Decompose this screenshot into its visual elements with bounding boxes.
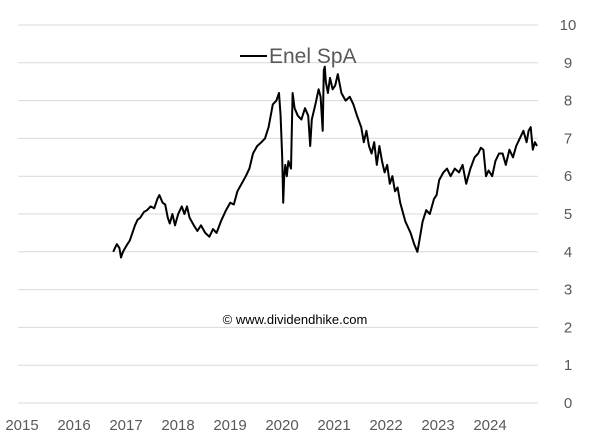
y-tick-label: 3 xyxy=(564,282,572,299)
y-tick-label: 0 xyxy=(564,395,572,412)
x-tick-label: 2016 xyxy=(57,417,90,434)
watermark-text: © www.dividendhike.com xyxy=(223,312,368,327)
y-tick-label: 7 xyxy=(564,130,572,147)
x-tick-label: 2024 xyxy=(473,417,506,434)
x-tick-label: 2023 xyxy=(421,417,454,434)
y-tick-label: 6 xyxy=(564,168,572,185)
x-tick-label: 2015 xyxy=(5,417,38,434)
legend: Enel SpA xyxy=(240,45,357,68)
y-tick-label: 4 xyxy=(564,244,572,261)
x-tick-label: 2017 xyxy=(109,417,142,434)
gridlines xyxy=(18,24,538,404)
y-tick-label: 1 xyxy=(564,357,572,374)
y-tick-label: 2 xyxy=(564,319,572,336)
x-tick-label: 2021 xyxy=(317,417,350,434)
y-tick-label: 10 xyxy=(560,17,577,34)
y-axis-tick-labels: 0 1 2 3 4 5 6 7 8 9 10 xyxy=(560,17,577,412)
series-line-enel-spa xyxy=(112,65,538,259)
x-axis-tick-labels: 2015 2016 2017 2018 2019 2020 2021 2022 2023 2024 xyxy=(5,417,506,434)
y-tick-label: 9 xyxy=(564,55,572,72)
y-tick-label: 5 xyxy=(564,206,572,223)
x-tick-label: 2020 xyxy=(265,417,298,434)
legend-label: Enel SpA xyxy=(269,45,357,68)
x-tick-label: 2022 xyxy=(369,417,402,434)
x-tick-label: 2019 xyxy=(213,417,246,434)
x-tick-label: 2018 xyxy=(161,417,194,434)
y-tick-label: 8 xyxy=(564,93,572,110)
